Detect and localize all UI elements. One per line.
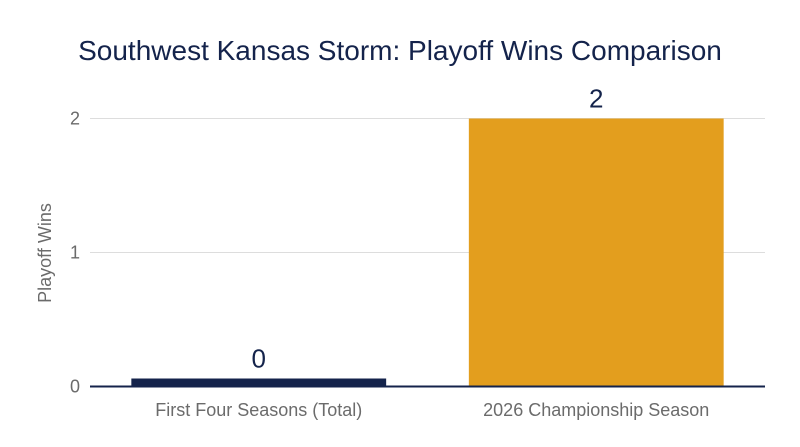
y-axis-label: Playoff Wins — [35, 203, 55, 303]
x-axis-ticks: First Four Seasons (Total) 2026 Champions… — [155, 400, 709, 420]
y-tick-label: 0 — [70, 377, 80, 397]
bar-value-label: 2 — [589, 84, 603, 114]
chart-title: Southwest Kansas Storm: Playoff Wins Com… — [78, 35, 722, 66]
bar-value-label: 0 — [252, 344, 266, 374]
bar — [468, 118, 724, 387]
x-tick-label: 2026 Championship Season — [483, 400, 709, 420]
bar — [131, 378, 387, 387]
bars — [131, 118, 724, 387]
x-tick-label: First Four Seasons (Total) — [155, 400, 362, 420]
y-axis-ticks: 0 1 2 — [70, 109, 80, 397]
y-tick-label: 1 — [70, 243, 80, 263]
y-tick-label: 2 — [70, 109, 80, 129]
data-labels: 02 — [252, 84, 604, 374]
